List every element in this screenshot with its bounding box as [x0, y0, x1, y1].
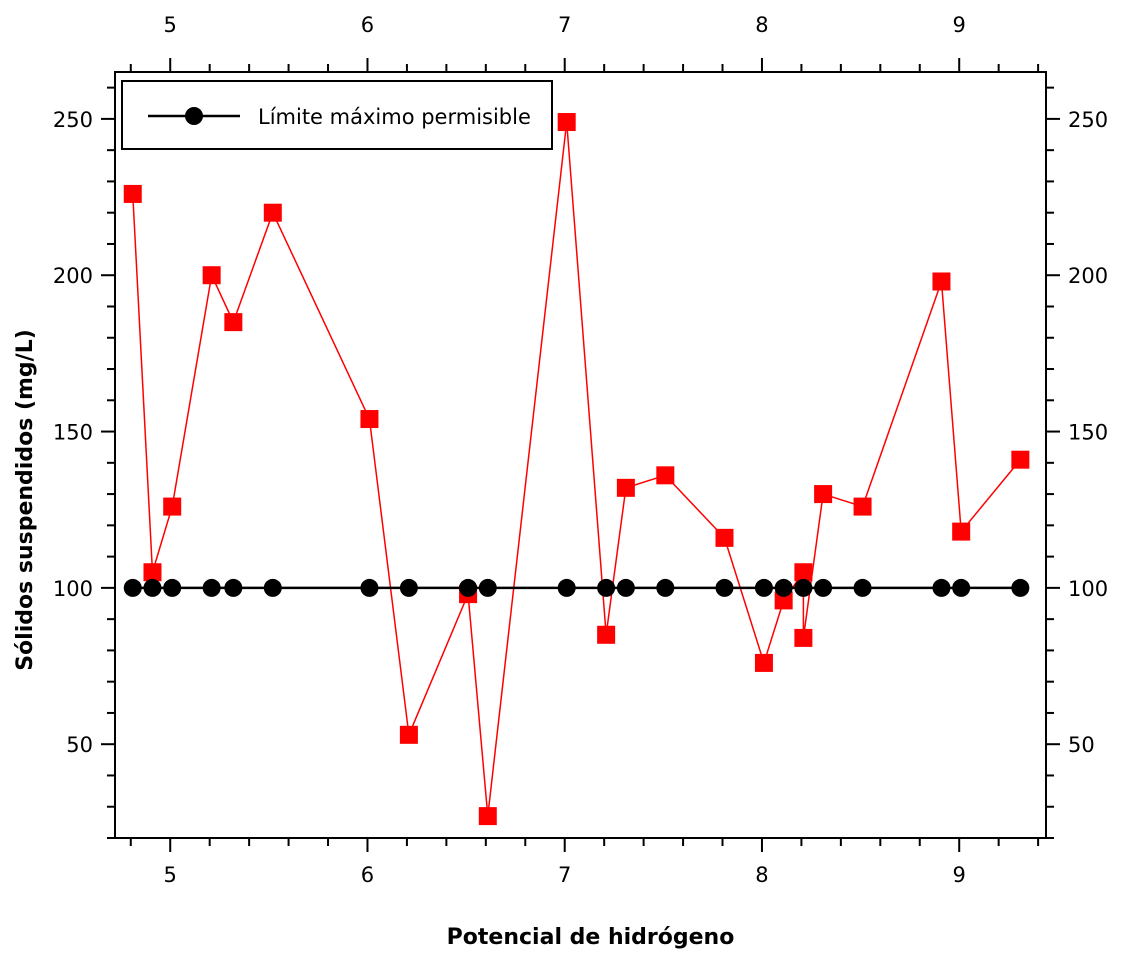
x-tick-label-top: 5: [164, 13, 177, 37]
x-tick-label-bottom: 7: [558, 863, 571, 887]
data-point-square: [754, 653, 773, 672]
y-tick-label-left: 100: [53, 577, 93, 601]
data-point-square: [814, 485, 833, 504]
data-point-square: [952, 522, 971, 541]
data-point-square: [360, 410, 379, 429]
plot-layer: [123, 113, 1030, 826]
y-tick-label-left: 50: [66, 733, 93, 757]
data-point-circle: [616, 578, 635, 597]
data-point-square: [399, 725, 418, 744]
x-tick-label-top: 8: [755, 13, 768, 37]
plot-frame: [114, 71, 1047, 839]
x-tick-label-bottom: 5: [164, 863, 177, 887]
data-point-square: [656, 466, 675, 485]
x-tick-label-top: 7: [558, 13, 571, 37]
y-tick-label-right: 50: [1068, 733, 1095, 757]
data-point-circle: [774, 578, 793, 597]
data-point-circle: [399, 578, 418, 597]
data-point-square: [853, 497, 872, 516]
data-point-square: [224, 313, 243, 332]
data-point-square: [202, 266, 221, 285]
data-point-square: [794, 563, 813, 582]
series-line-measured: [132, 121, 1021, 817]
data-point-square: [478, 807, 497, 826]
legend-label: Límite máximo permisible: [258, 105, 531, 129]
data-point-circle: [853, 578, 872, 597]
data-point-square: [597, 625, 616, 644]
data-point-circle: [224, 578, 243, 597]
x-axis-title: Potencial de hidrógeno: [447, 925, 735, 950]
data-point-square: [123, 184, 142, 203]
data-point-square: [616, 478, 635, 497]
data-point-circle: [360, 578, 379, 597]
x-tick-label-top: 6: [361, 13, 374, 37]
y-axis-title: Sólidos suspendidos (mg/L): [13, 329, 38, 671]
data-point-square: [932, 272, 951, 291]
data-point-circle: [952, 578, 971, 597]
data-point-square: [774, 591, 793, 610]
data-point-square: [715, 528, 734, 547]
x-tick-label-bottom: 8: [755, 863, 768, 887]
y-tick-label-right: 150: [1068, 421, 1108, 445]
data-point-circle: [557, 578, 576, 597]
x-tick-label-bottom: 6: [361, 863, 374, 887]
data-point-circle: [656, 578, 675, 597]
data-point-circle: [263, 578, 282, 597]
data-point-circle: [794, 578, 813, 597]
data-point-square: [1011, 450, 1030, 469]
data-point-circle: [715, 578, 734, 597]
data-point-square: [163, 497, 182, 516]
x-tick-label-top: 9: [953, 13, 966, 37]
data-point-circle: [123, 578, 142, 597]
data-point-circle: [202, 578, 221, 597]
y-tick-label-right: 200: [1068, 264, 1108, 288]
legend: Límite máximo permisible: [121, 80, 553, 150]
data-point-circle: [478, 578, 497, 597]
y-tick-label-left: 150: [53, 421, 93, 445]
data-point-square: [263, 203, 282, 222]
data-point-circle: [143, 578, 162, 597]
data-point-square: [557, 113, 576, 132]
data-point-circle: [932, 578, 951, 597]
y-tick-label-right: 100: [1068, 577, 1108, 601]
x-tick-label-bottom: 9: [953, 863, 966, 887]
data-point-square: [794, 628, 813, 647]
data-point-circle: [163, 578, 182, 597]
data-point-square: [143, 563, 162, 582]
y-tick-label-left: 250: [53, 108, 93, 132]
legend-marker: [185, 107, 203, 125]
y-tick-label-left: 200: [53, 264, 93, 288]
axes-layer: 5 5 6 6 7 7 8 8 9 9 50 50 100 100 150 150 200 200 250 250 Po…: [13, 13, 1108, 950]
data-point-circle: [814, 578, 833, 597]
y-tick-label-right: 250: [1068, 108, 1108, 132]
data-point-circle: [754, 578, 773, 597]
data-point-circle: [459, 578, 478, 597]
data-point-circle: [1011, 578, 1030, 597]
data-point-circle: [597, 578, 616, 597]
